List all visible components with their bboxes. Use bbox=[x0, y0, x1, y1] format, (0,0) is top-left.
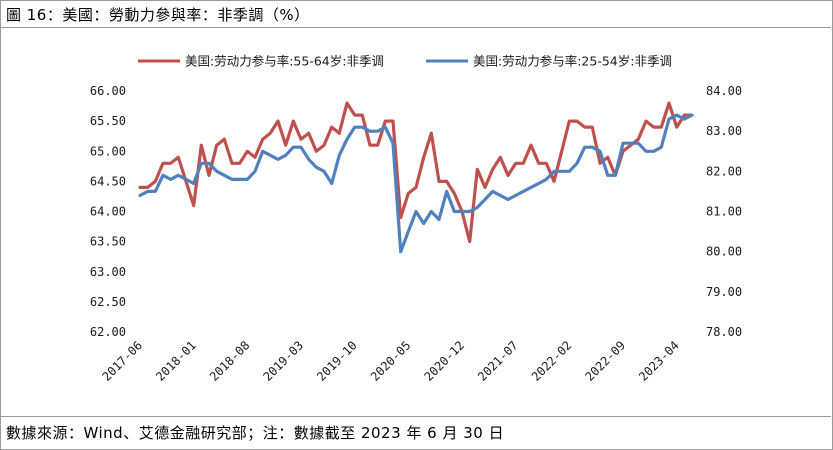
x-tick-label: 2019-03 bbox=[260, 338, 306, 384]
y-left-tick-label: 64.00 bbox=[90, 205, 126, 219]
y-right-tick-label: 83.00 bbox=[706, 124, 742, 138]
x-tick-label: 2022-02 bbox=[529, 338, 575, 384]
y-right-tick-label: 79.00 bbox=[706, 285, 742, 299]
y-left-tick-label: 64.50 bbox=[90, 174, 126, 188]
series-line-2 bbox=[138, 113, 694, 254]
y-right-tick-label: 81.00 bbox=[706, 205, 742, 219]
series-line-1 bbox=[138, 101, 694, 244]
right-axis-ticks: 84.00 83.00 82.00 81.00 80.00 79.00 78.00 bbox=[706, 84, 742, 339]
footer-divider bbox=[0, 416, 831, 417]
chart-legend: 美国:劳动力参与率:55-64岁:非季调 美国:劳动力参与率:25-54岁:非季… bbox=[138, 54, 672, 69]
y-left-tick-label: 63.00 bbox=[90, 265, 126, 279]
left-axis-ticks: 66.00 65.50 65.00 64.50 64.00 63.50 63.00 62.50… bbox=[90, 84, 126, 339]
chart-series bbox=[138, 101, 694, 254]
y-left-tick-label: 65.00 bbox=[90, 144, 126, 158]
x-tick-label: 2020-12 bbox=[421, 338, 467, 384]
x-tick-label: 2020-05 bbox=[368, 338, 414, 384]
legend-label-series-2: 美国:劳动力参与率:25-54岁:非季调 bbox=[473, 54, 672, 69]
y-left-tick-label: 66.00 bbox=[90, 84, 126, 98]
title-divider bbox=[0, 27, 831, 28]
figure-title: 圖 16：美國：勞動力參與率：非季調（%） bbox=[6, 6, 310, 24]
y-right-tick-label: 82.00 bbox=[706, 164, 742, 178]
x-tick-label: 2023-04 bbox=[636, 338, 682, 384]
y-right-tick-label: 78.00 bbox=[706, 325, 742, 339]
y-left-tick-label: 62.50 bbox=[90, 295, 126, 309]
x-axis-ticks: 2017-06 2018-01 2018-08 2019-03 2019-10 2020-… bbox=[99, 338, 681, 384]
x-tick-label: 2018-08 bbox=[207, 338, 253, 384]
y-left-tick-label: 63.50 bbox=[90, 235, 126, 249]
x-tick-label: 2017-06 bbox=[99, 338, 145, 384]
x-tick-label: 2018-01 bbox=[153, 338, 199, 384]
source-note: 數據來源：Wind、艾德金融研究部；注：數據截至 2023 年 6 月 30 日 bbox=[6, 424, 505, 442]
x-tick-label: 2021-07 bbox=[475, 338, 521, 384]
y-right-tick-label: 80.00 bbox=[706, 245, 742, 259]
y-left-tick-label: 65.50 bbox=[90, 114, 126, 128]
x-tick-label: 2019-10 bbox=[314, 338, 360, 384]
line-chart: 美国:劳动力参与率:55-64岁:非季调 美国:劳动力参与率:25-54岁:非季… bbox=[90, 54, 742, 384]
x-tick-label: 2022-09 bbox=[582, 338, 628, 384]
legend-label-series-1: 美国:劳动力参与率:55-64岁:非季调 bbox=[185, 54, 384, 69]
y-right-tick-label: 84.00 bbox=[706, 84, 742, 98]
y-left-tick-label: 62.00 bbox=[90, 325, 126, 339]
